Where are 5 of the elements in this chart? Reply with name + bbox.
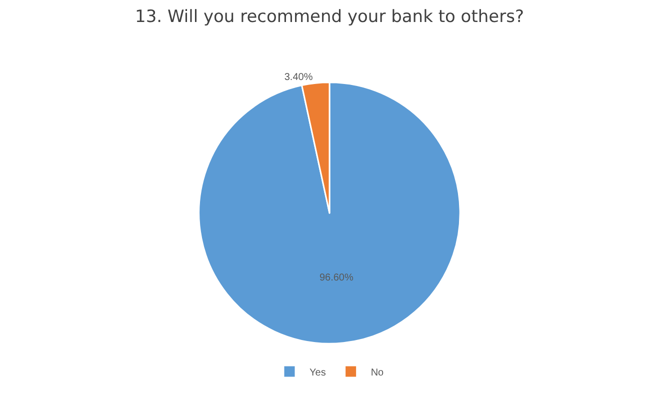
data-label: 3.40% <box>284 72 313 84</box>
data-label: 96.60% <box>319 272 354 284</box>
legend-label: Yes <box>310 367 326 378</box>
legend-label: No <box>370 367 384 378</box>
chart-title: 13. Will you recommend your bank to others? <box>135 6 524 27</box>
